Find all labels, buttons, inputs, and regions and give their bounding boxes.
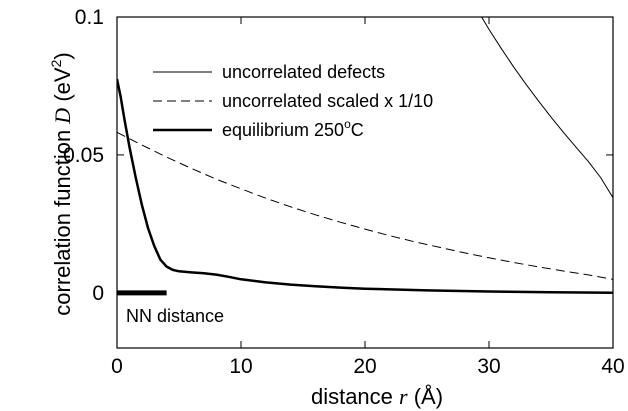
x-axis-title: distance r (Å) bbox=[311, 384, 443, 409]
axis-ticks: 0 10 20 30 40 0 0.05 0.1 bbox=[63, 6, 625, 378]
series-line-1 bbox=[481, 17, 613, 198]
y-axis-title: correlation function D (eV2) bbox=[48, 52, 75, 315]
x-tick-label: 40 bbox=[601, 355, 624, 378]
x-tick-label: 20 bbox=[353, 355, 376, 378]
legend-label-3: equilibrium 250oC bbox=[222, 117, 364, 140]
series-line-3 bbox=[117, 78, 613, 295]
x-tick-label: 0 bbox=[111, 355, 123, 378]
plot-area bbox=[117, 17, 613, 295]
x-tick-label: 10 bbox=[229, 355, 252, 378]
y-tick-label: 0.05 bbox=[63, 144, 104, 167]
y-tick-label: 0.1 bbox=[75, 6, 104, 29]
legend-label-2: uncorrelated scaled x 1/10 bbox=[222, 91, 433, 111]
x-tick-label: 30 bbox=[477, 355, 500, 378]
nn-distance-label: NN distance bbox=[126, 306, 224, 326]
legend-label-1: uncorrelated defects bbox=[222, 62, 385, 82]
series-line-2 bbox=[117, 131, 613, 280]
y-tick-label: 0 bbox=[92, 282, 104, 305]
plot-frame bbox=[116, 16, 614, 349]
legend: uncorrelated defects uncorrelated scaled … bbox=[153, 62, 433, 140]
